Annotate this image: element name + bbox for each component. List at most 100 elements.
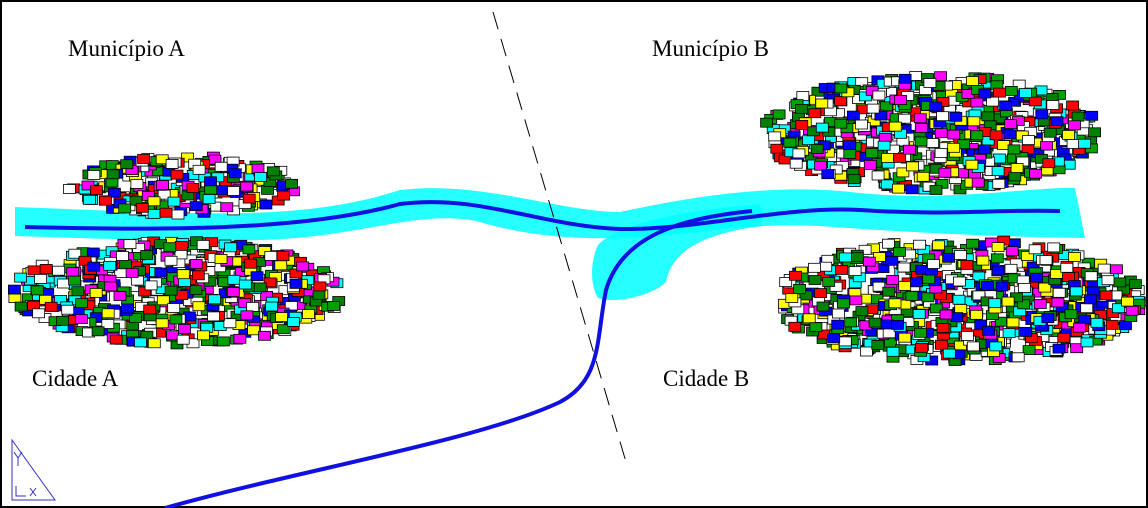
- building: [991, 254, 1003, 263]
- building: [245, 259, 257, 268]
- building: [864, 160, 876, 169]
- building: [1005, 264, 1017, 273]
- building: [794, 284, 806, 293]
- building: [894, 247, 906, 256]
- building: [790, 159, 802, 168]
- building: [72, 287, 84, 296]
- building: [53, 266, 65, 275]
- building: [225, 243, 237, 252]
- building: [937, 323, 949, 332]
- building: [110, 335, 122, 344]
- building: [228, 187, 240, 196]
- building: [313, 290, 325, 299]
- building: [955, 304, 967, 313]
- building: [867, 104, 879, 113]
- building: [33, 309, 45, 318]
- building: [251, 272, 263, 281]
- building: [915, 328, 927, 337]
- building: [889, 299, 901, 308]
- building: [208, 312, 220, 321]
- building: [899, 74, 911, 83]
- building: [979, 89, 991, 98]
- building: [930, 186, 942, 195]
- building: [992, 266, 1004, 275]
- building: [849, 267, 861, 276]
- building: [915, 124, 927, 133]
- building: [190, 202, 202, 211]
- building: [977, 256, 989, 265]
- building: [148, 197, 160, 206]
- building: [916, 343, 928, 352]
- building: [924, 79, 936, 88]
- building: [255, 173, 267, 182]
- building: [953, 277, 965, 286]
- building: [260, 200, 272, 209]
- building: [175, 241, 187, 250]
- building: [943, 253, 955, 262]
- building: [187, 184, 199, 193]
- building: [793, 149, 805, 158]
- building: [1012, 353, 1024, 362]
- building: [67, 268, 79, 277]
- building: [83, 195, 95, 204]
- building: [277, 252, 289, 261]
- building: [203, 195, 215, 204]
- building: [872, 340, 884, 349]
- building: [248, 326, 260, 335]
- building: [275, 261, 287, 270]
- building: [122, 304, 134, 313]
- building: [761, 118, 773, 127]
- building: [971, 98, 983, 107]
- building: [28, 266, 40, 275]
- building: [1052, 298, 1064, 307]
- building: [1069, 121, 1081, 130]
- building: [1005, 86, 1017, 95]
- building: [156, 319, 168, 328]
- building: [287, 317, 299, 326]
- municipality-label: Município B: [652, 36, 769, 61]
- building: [906, 291, 918, 300]
- building: [88, 171, 100, 180]
- building: [8, 285, 20, 294]
- building: [790, 271, 802, 280]
- building: [1069, 252, 1081, 261]
- building: [1020, 327, 1032, 336]
- building: [190, 260, 202, 269]
- building: [1079, 139, 1091, 148]
- building: [92, 327, 104, 336]
- building: [1029, 245, 1041, 254]
- building: [58, 279, 70, 288]
- building: [303, 310, 315, 319]
- building: [835, 96, 847, 105]
- building: [205, 177, 217, 186]
- building: [898, 263, 910, 272]
- building: [136, 203, 148, 212]
- building: [1020, 89, 1032, 98]
- building: [209, 295, 221, 304]
- building: [887, 347, 899, 356]
- building: [935, 340, 947, 349]
- building: [1018, 283, 1030, 292]
- building: [88, 262, 100, 271]
- building: [278, 191, 290, 200]
- building: [869, 318, 881, 327]
- building: [114, 292, 126, 301]
- building: [265, 251, 277, 260]
- building: [935, 129, 947, 138]
- building: [31, 286, 43, 295]
- building: [15, 302, 27, 311]
- building: [811, 144, 823, 153]
- building: [933, 241, 945, 250]
- building: [75, 315, 87, 324]
- building: [1044, 128, 1056, 137]
- building: [87, 248, 99, 257]
- building: [1129, 280, 1141, 289]
- building: [314, 282, 326, 291]
- building: [1047, 101, 1059, 110]
- building: [955, 251, 967, 260]
- building: [911, 278, 923, 287]
- building: [817, 302, 829, 311]
- building: [234, 334, 246, 343]
- building: [276, 313, 288, 322]
- building: [906, 185, 918, 194]
